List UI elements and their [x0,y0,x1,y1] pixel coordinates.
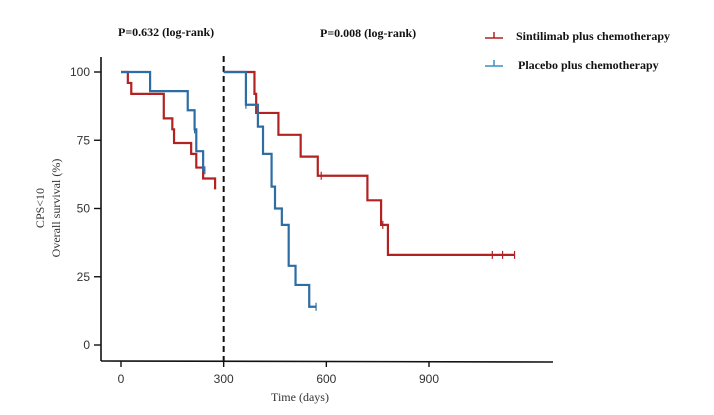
legend-item-placebo: Placebo plus chemotherapy [485,58,659,72]
legend-item-sintilimab: Sintilimab plus chemotherapy [485,29,670,43]
y-tick-label: 75 [77,133,91,147]
p-value-right: P=0.008 (log-rank) [320,26,416,40]
x-tick-label: 0 [118,372,125,386]
legend: Sintilimab plus chemotherapy Placebo plu… [485,29,670,72]
x-tick-label: 600 [316,372,336,386]
legend-label-placebo: Placebo plus chemotherapy [518,58,659,72]
legend-label-sintilimab: Sintilimab plus chemotherapy [516,29,670,43]
series-layer [121,72,515,311]
y-tick-label: 100 [70,65,90,79]
y-tick-label: 25 [77,270,91,284]
series-0 [121,72,215,189]
survival-curve [121,72,215,189]
y-axis-title-line1: CPS<10 [33,188,47,228]
x-axis-title: Time (days) [271,390,329,404]
series-1 [121,72,205,174]
axes: 0 25 50 75 100 0 300 600 900 [70,56,553,386]
survival-curve [121,72,205,170]
x-tick-label: 300 [214,372,234,386]
y-axis-title-line2: Overall survival (%) [49,159,63,258]
y-tick-label: 50 [77,202,91,216]
x-tick-label: 900 [419,372,439,386]
series-3 [224,72,316,311]
series-2 [224,72,515,259]
survival-curve [224,72,515,255]
survival-curve [224,72,316,307]
y-tick-label: 0 [83,338,90,352]
p-value-left: P=0.632 (log-rank) [118,25,214,39]
